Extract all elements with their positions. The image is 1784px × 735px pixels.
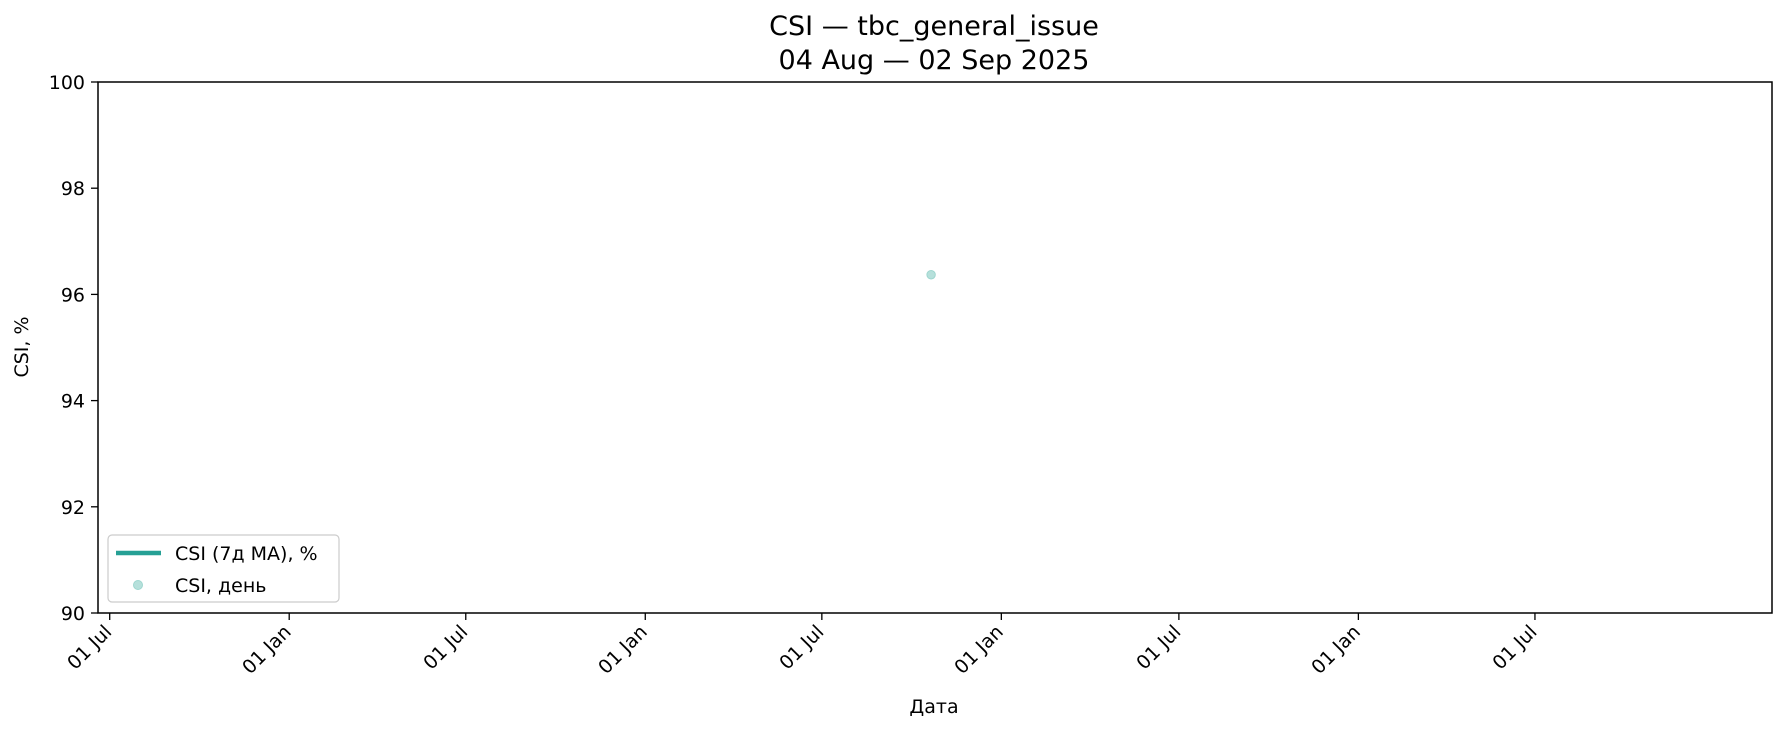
legend-label-ma: CSI (7д MA), % — [175, 543, 318, 565]
chart-subtitle: 04 Aug — 02 Sep 2025 — [779, 45, 1090, 76]
y-axis: 90 92 94 96 98 100 — [49, 72, 98, 625]
daily-csi-point — [926, 270, 936, 280]
legend-box — [107, 534, 340, 603]
x-axis-label: Дата — [909, 696, 958, 718]
y-tick-label: 98 — [61, 178, 85, 200]
y-tick-label: 96 — [61, 284, 85, 306]
y-tick-label: 94 — [61, 391, 85, 413]
y-tick-label: 92 — [61, 497, 85, 519]
series-layer — [926, 270, 936, 280]
y-tick-label: 100 — [49, 72, 85, 94]
legend-label-daily: CSI, день — [175, 575, 266, 597]
y-axis-label: CSI, % — [11, 316, 33, 377]
legend-point-swatch — [133, 580, 143, 590]
plot-area-frame — [97, 81, 1773, 614]
y-tick-label: 90 — [61, 603, 85, 625]
legend: CSI (7д MA), % CSI, день — [107, 534, 340, 603]
chart-title: CSI — tbc_general_issue — [769, 11, 1099, 42]
